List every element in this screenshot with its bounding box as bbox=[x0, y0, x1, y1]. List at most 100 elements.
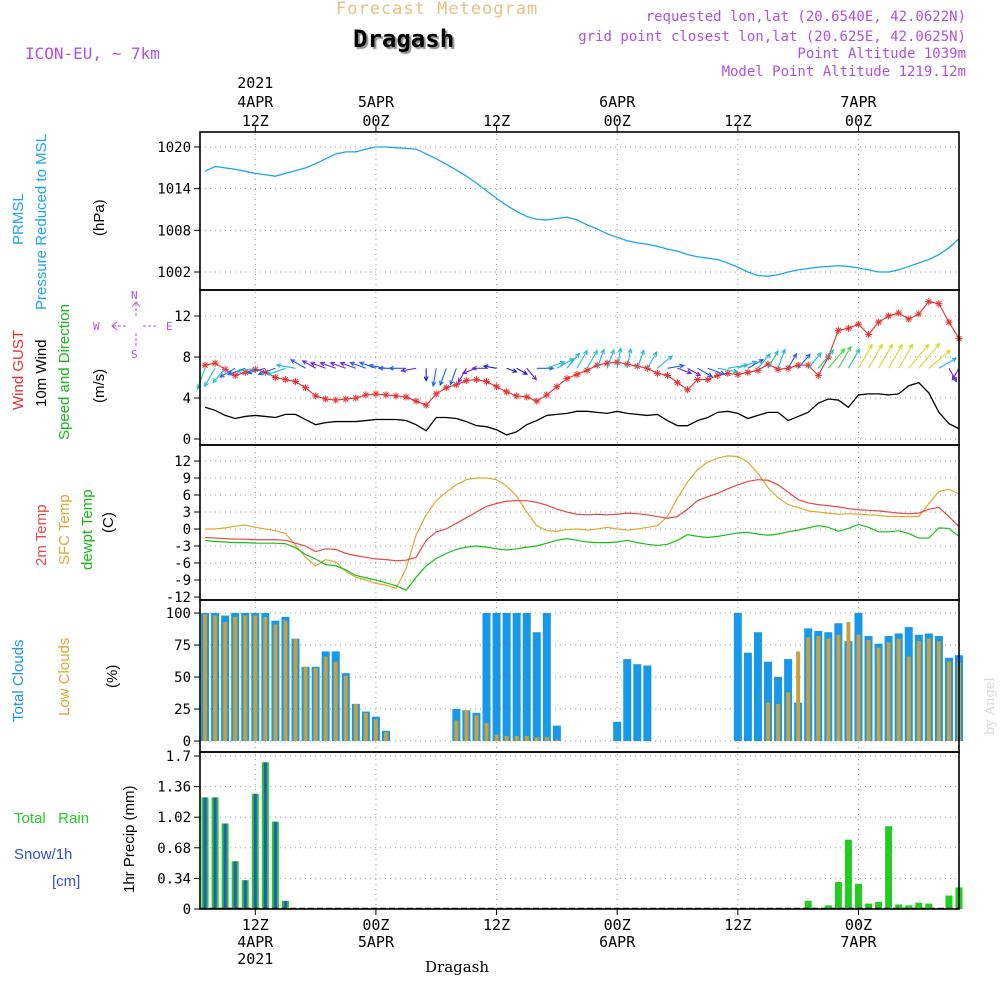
gust-marker-23 bbox=[432, 390, 440, 398]
bottom-label-48-0: 00Z bbox=[604, 916, 631, 934]
ylabel-temp-6: 6 bbox=[183, 488, 191, 504]
snow-bar-7 bbox=[273, 821, 277, 909]
gust-marker-d2-14 bbox=[342, 396, 349, 402]
gust-marker-35 bbox=[553, 383, 561, 391]
gust-marker-33 bbox=[533, 397, 541, 405]
gust-marker-d2-9 bbox=[292, 378, 299, 385]
gust-marker-d2-10 bbox=[302, 384, 309, 391]
wind-arrow-shaft-31 bbox=[516, 367, 528, 375]
wind-arrow-69 bbox=[898, 343, 914, 369]
wind-arrow-head-58 bbox=[792, 352, 798, 359]
low-cloud-bar-0 bbox=[203, 614, 208, 741]
rain-bar-72 bbox=[925, 903, 933, 909]
low-cloud-bar-60 bbox=[806, 637, 811, 741]
wind-arrow-head-5 bbox=[235, 368, 242, 374]
ylabel-clouds-75: 75 bbox=[174, 638, 191, 654]
wind-arrow-shaft-5 bbox=[236, 367, 256, 373]
wind-arrow-3 bbox=[219, 367, 236, 378]
wind-arrow-47 bbox=[677, 367, 693, 375]
wind-arrow-7 bbox=[257, 367, 276, 376]
rain-bar-69 bbox=[895, 904, 903, 909]
wind-arrow-head-4 bbox=[226, 370, 233, 376]
ylabel-clouds-50: 50 bbox=[174, 670, 191, 686]
gust-marker-d2-31 bbox=[513, 393, 520, 399]
wind-arrow-head-29 bbox=[482, 364, 489, 370]
snow-bar-8 bbox=[283, 900, 287, 909]
wind-arrow-shaft-53 bbox=[737, 361, 757, 369]
wind-arrow-shaft-49 bbox=[697, 367, 713, 378]
wind-arrow-shaft-7 bbox=[258, 367, 276, 375]
wind-arrow-shaft-45 bbox=[657, 355, 673, 369]
top-label-12-1: 12Z bbox=[242, 112, 269, 130]
gust-marker-66 bbox=[865, 330, 873, 338]
wind-arrow-36 bbox=[566, 352, 581, 369]
wind-arrow-32 bbox=[526, 367, 538, 381]
total-cloud-bar-44 bbox=[643, 665, 652, 741]
wind-arrow-60 bbox=[807, 352, 822, 369]
wind-arrow-18 bbox=[368, 363, 387, 369]
gust-marker-d2-33 bbox=[533, 398, 540, 404]
gust-marker-d2-50 bbox=[704, 376, 711, 383]
gust-marker-17 bbox=[372, 390, 380, 398]
total-cloud-bar-55 bbox=[753, 632, 762, 741]
wind-arrow-head-61 bbox=[829, 349, 835, 355]
low-cloud-bar-73 bbox=[936, 641, 941, 741]
wind-arrow-2 bbox=[212, 367, 226, 384]
gust-marker-9 bbox=[292, 378, 300, 386]
ylabel-clouds-100: 100 bbox=[166, 606, 191, 622]
wind-arrow-20 bbox=[388, 365, 407, 371]
gust-marker-d2-61 bbox=[815, 372, 822, 379]
wind-arrow-shaft-48 bbox=[687, 367, 701, 376]
gust-marker-d2-53 bbox=[734, 371, 741, 378]
rain-bar-60 bbox=[804, 900, 812, 909]
wind-arrow-head-13 bbox=[319, 361, 326, 367]
wind-arrow-head-50 bbox=[719, 370, 726, 376]
gust-marker-46 bbox=[663, 371, 671, 379]
gust-marker-55 bbox=[754, 366, 762, 374]
wind-arrow-shaft-41 bbox=[616, 348, 622, 369]
gust-marker-29 bbox=[493, 383, 501, 391]
ylabel-wind-0: 0 bbox=[183, 432, 191, 448]
low-cloud-bar-18 bbox=[383, 732, 388, 741]
gust-marker-24 bbox=[442, 384, 450, 392]
gust-marker-d2-11 bbox=[312, 393, 319, 399]
wind-arrow-shaft-14 bbox=[330, 362, 346, 369]
wind-arrow-head-8 bbox=[266, 371, 273, 376]
model-label: ICON-EU, ~ 7km bbox=[25, 44, 160, 63]
snow-bar-4 bbox=[243, 880, 247, 909]
rain-bar-74 bbox=[945, 895, 953, 909]
top-label-72-1: 00Z bbox=[845, 112, 872, 130]
wind-arrow-shaft-67 bbox=[878, 344, 893, 369]
wind-arrow-head-71 bbox=[935, 342, 941, 349]
gust-marker-d2-71 bbox=[915, 311, 922, 317]
gust-marker-d2-48 bbox=[684, 386, 691, 393]
wind-arrow-14 bbox=[329, 361, 346, 369]
gust-marker-68 bbox=[885, 312, 893, 320]
gust-marker-d2-45 bbox=[654, 370, 661, 377]
low-cloud-bar-27 bbox=[474, 715, 479, 741]
wind-arrow-21 bbox=[400, 367, 417, 373]
gust-marker-d2-47 bbox=[674, 379, 681, 386]
total-cloud-bar-33 bbox=[532, 632, 541, 741]
wind-arrow-shaft-71 bbox=[918, 343, 940, 369]
wind-arrow-shaft-3 bbox=[219, 367, 236, 378]
total-cloud-bar-43 bbox=[633, 664, 642, 741]
wind-arrow-17 bbox=[358, 361, 377, 369]
wind-arrow-6 bbox=[246, 367, 266, 375]
bottom-label-48-1: 6APR bbox=[599, 933, 636, 951]
wind-arrow-head-23 bbox=[431, 381, 437, 388]
total-cloud-bar-53 bbox=[733, 613, 742, 741]
wind-arrow-22 bbox=[423, 368, 429, 382]
low-cloud-bar-25 bbox=[454, 720, 459, 741]
gust-marker-31 bbox=[513, 392, 521, 400]
gust-marker-65 bbox=[854, 320, 862, 328]
wind-arrow-head-47 bbox=[686, 369, 693, 375]
gust-marker-45 bbox=[653, 369, 661, 377]
wind-arrow-shaft-17 bbox=[359, 361, 377, 369]
wind-arrow-68 bbox=[888, 343, 903, 369]
rain-bar-67 bbox=[875, 901, 883, 909]
wind-arrow-59 bbox=[797, 353, 811, 369]
ylabel-precip-0.68: 0.68 bbox=[157, 841, 191, 857]
gust-marker-d2-28 bbox=[483, 378, 490, 385]
label-total-rain: Total Rain bbox=[14, 810, 90, 827]
